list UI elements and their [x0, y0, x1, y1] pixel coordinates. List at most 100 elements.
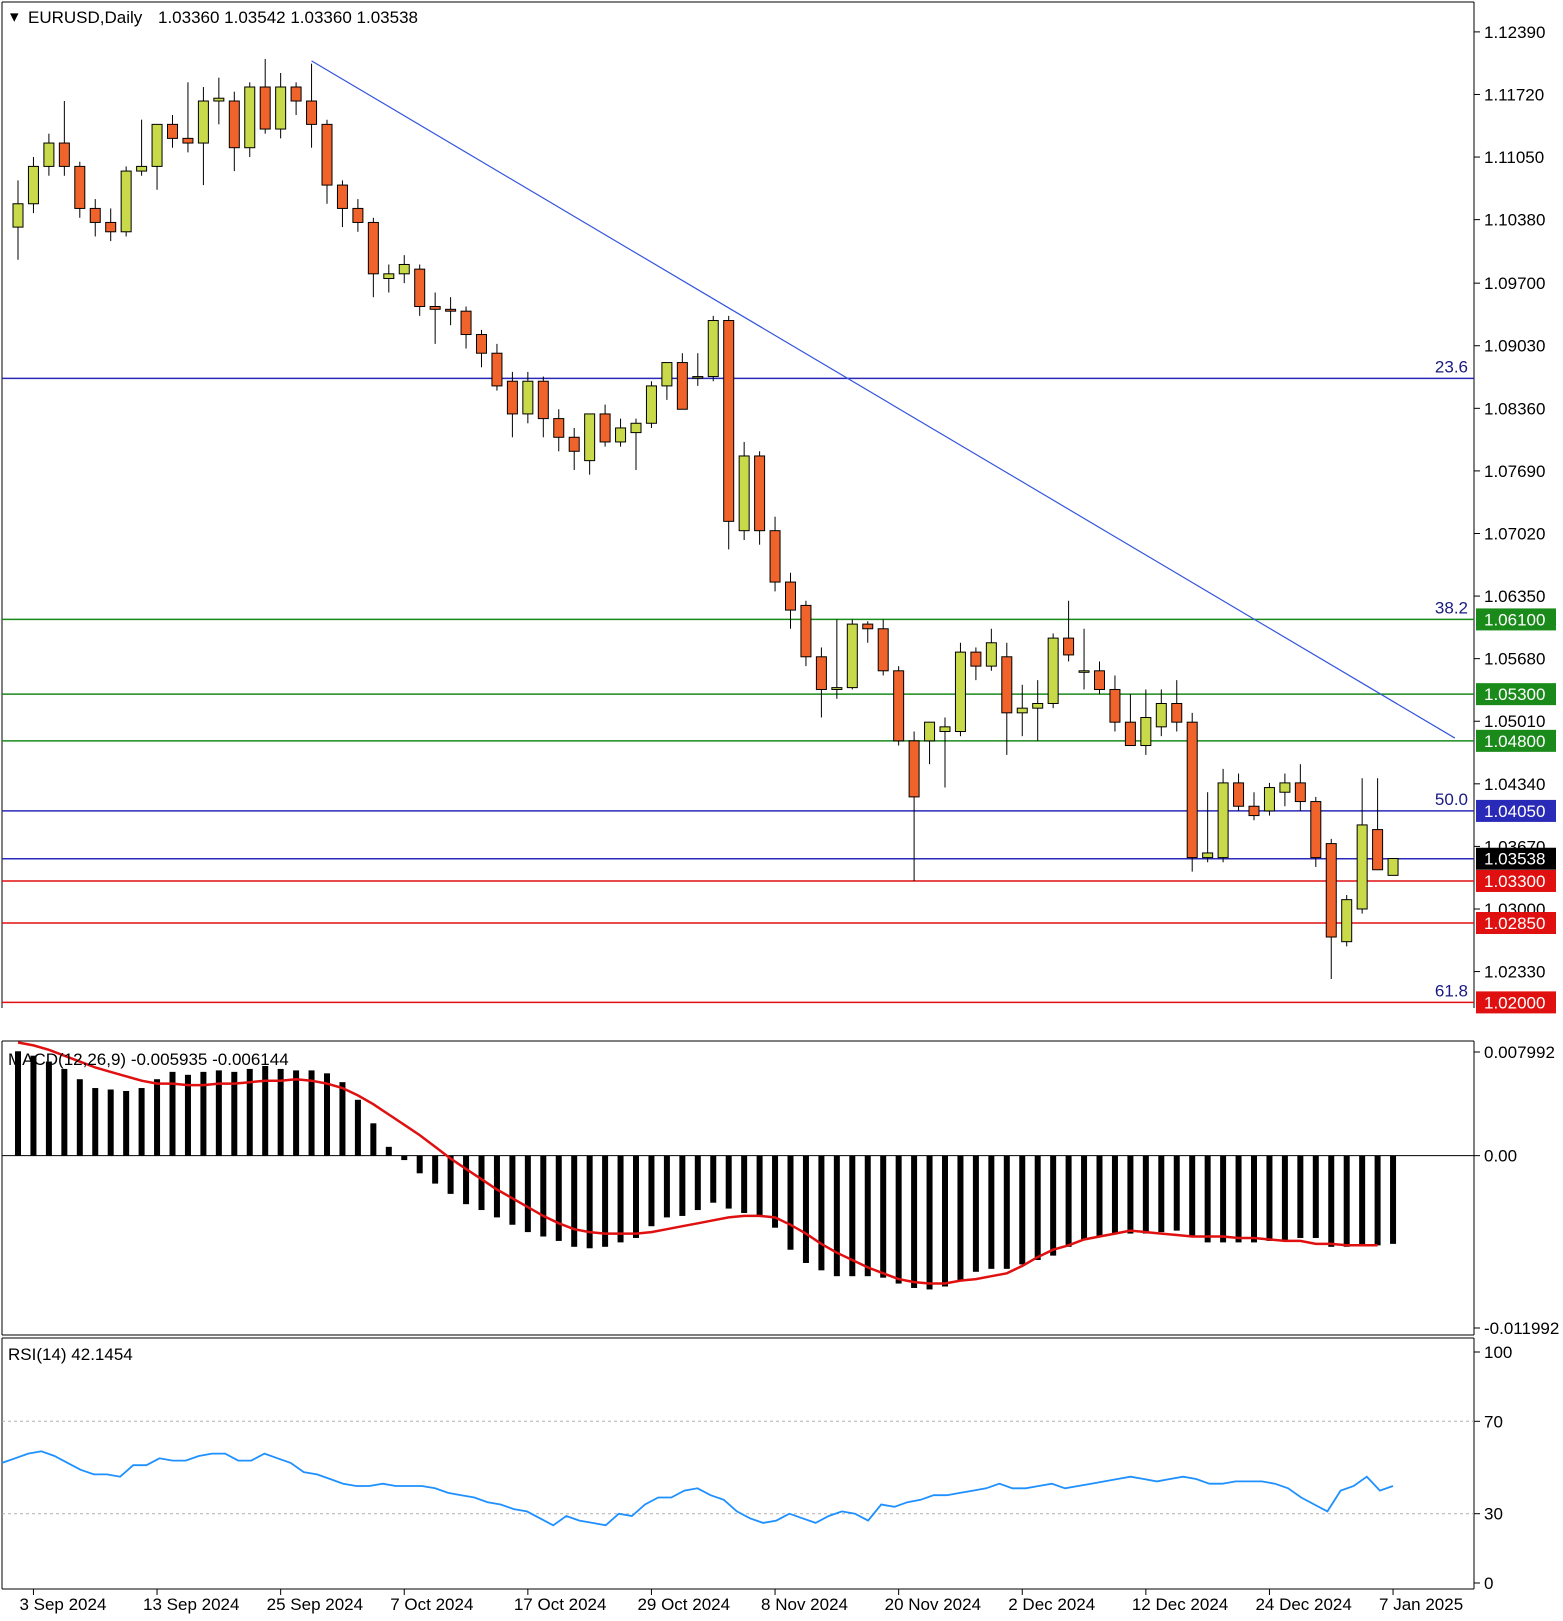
macd-histogram-bar [756, 1155, 763, 1216]
date-tick-label: 13 Sep 2024 [143, 1595, 239, 1614]
macd-histogram-bar [1374, 1155, 1381, 1246]
candle-body [754, 455, 766, 532]
candle-body [89, 207, 101, 223]
price-tag-label: 1.04800 [1484, 732, 1545, 751]
price-tag-label: 1.03300 [1484, 872, 1545, 891]
macd-histogram-bar [880, 1155, 887, 1278]
candle-body [1078, 670, 1090, 673]
macd-histogram-bar [169, 1071, 176, 1156]
macd-histogram-bar [370, 1123, 377, 1156]
macd-tick-label: 0.007992 [1484, 1043, 1555, 1062]
macd-histogram-bar [586, 1155, 593, 1249]
date-tick-label: 20 Nov 2024 [885, 1595, 981, 1614]
price-header-arrow-icon[interactable]: ▾ [10, 7, 19, 26]
candle-body [506, 380, 518, 415]
macd-histogram-bar [200, 1071, 207, 1156]
candle-body [398, 263, 410, 275]
macd-histogram-bar [1359, 1155, 1366, 1246]
candle-body [12, 203, 24, 228]
macd-histogram-bar [617, 1155, 624, 1243]
candle-body [769, 530, 781, 583]
candle-body [414, 268, 426, 308]
macd-histogram-bar [1019, 1155, 1026, 1265]
price-tag-box [1476, 869, 1556, 892]
candle-body [846, 623, 858, 689]
date-tick-label: 8 Nov 2024 [761, 1595, 848, 1614]
macd-histogram-bar [710, 1155, 717, 1203]
candle-body [1294, 782, 1306, 803]
macd-histogram-bar [123, 1090, 130, 1156]
date-tick-label: 7 Jan 2025 [1379, 1595, 1463, 1614]
macd-histogram-bar [61, 1068, 68, 1156]
macd-histogram-bar [138, 1088, 145, 1156]
candle-body [244, 86, 256, 149]
macd-histogram-bar [463, 1155, 470, 1205]
candle-body [1047, 637, 1059, 704]
rsi-line [1, 1450, 1394, 1527]
macd-histogram-bar [1003, 1155, 1010, 1269]
macd-histogram-bar [694, 1155, 701, 1211]
macd-histogram-bar [493, 1155, 500, 1218]
candle-body [476, 334, 487, 354]
macd-histogram-bar [1235, 1155, 1242, 1243]
macd-histogram-bar [324, 1073, 330, 1156]
macd-histogram-bar [1266, 1155, 1273, 1241]
candle-body [1016, 707, 1028, 714]
macd-histogram-bar [864, 1155, 871, 1277]
date-tick-label: 2 Dec 2024 [1008, 1595, 1095, 1614]
candle-body [924, 721, 936, 742]
candle-body [862, 623, 874, 630]
candle-body [1325, 843, 1337, 938]
candle-body [1186, 721, 1198, 859]
macd-histogram-bar [339, 1082, 346, 1156]
macd-histogram-bar [76, 1079, 83, 1156]
candle-body [105, 221, 117, 233]
macd-histogram-bar [818, 1155, 825, 1271]
macd-histogram-bar [509, 1155, 516, 1225]
price-tag-label: 1.02850 [1484, 914, 1545, 933]
symbol-timeframe: EURUSD,Daily [28, 8, 143, 27]
macd-histogram-bar [1111, 1155, 1118, 1234]
candle-body [815, 656, 827, 690]
candle-body [1140, 717, 1152, 747]
price-tick-label: 1.02330 [1484, 963, 1545, 982]
macd-histogram-bar [802, 1155, 809, 1263]
candle-body [1109, 688, 1121, 723]
candle-body [970, 651, 982, 667]
macd-histogram-bar [262, 1065, 269, 1156]
trendline [311, 60, 1456, 739]
candle-body [1248, 805, 1260, 817]
candle-body [352, 207, 364, 223]
macd-histogram-bar [1343, 1155, 1350, 1247]
candle-body [336, 184, 348, 209]
macd-histogram-bar [957, 1155, 964, 1281]
candle-body [723, 320, 735, 522]
macd-histogram-bar [524, 1155, 531, 1233]
price-tick-label: 1.09030 [1484, 337, 1545, 356]
candle-body [893, 670, 905, 742]
price-tick-label: 1.05010 [1484, 712, 1545, 731]
candle-body [290, 86, 302, 102]
macd-histogram-bar [725, 1155, 732, 1209]
macd-histogram-bar [15, 1051, 21, 1156]
candle-body [1063, 637, 1075, 656]
candle-body [1094, 670, 1105, 690]
macd-histogram-bar [1034, 1155, 1041, 1261]
macd-histogram-bar [432, 1155, 439, 1184]
candle-body [1263, 787, 1275, 812]
macd-histogram-bar [911, 1155, 918, 1288]
rsi-panel: 100 70 30 0 RSI(14) 42.1454 [1, 1337, 1512, 1593]
macd-histogram-bar [154, 1079, 161, 1156]
candle-body [785, 581, 796, 611]
macd-histogram-bar [772, 1155, 779, 1228]
candle-body [676, 362, 688, 410]
price-tag-label: 1.04050 [1484, 802, 1545, 821]
macd-histogram-bar [555, 1155, 562, 1241]
macd-histogram-bar [1251, 1155, 1257, 1243]
candle-body [1001, 656, 1013, 714]
price-tick-label: 1.06350 [1484, 587, 1545, 606]
candle-body [831, 687, 843, 690]
candle-body [800, 604, 812, 658]
candle-body [1387, 858, 1399, 876]
macd-histogram-bar [787, 1155, 794, 1250]
